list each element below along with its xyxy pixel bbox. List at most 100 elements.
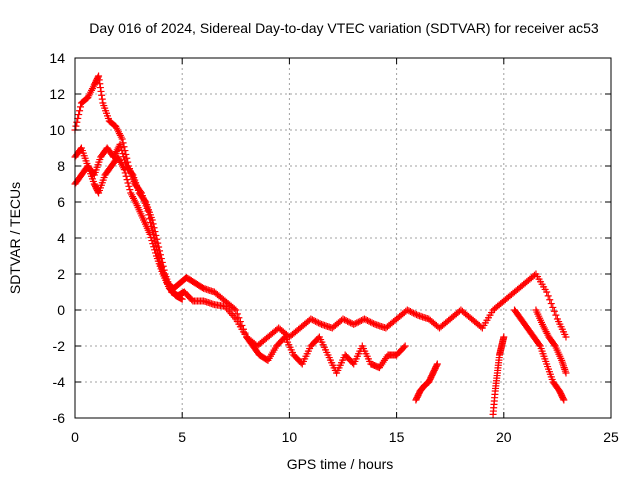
data-marks — [71, 72, 570, 418]
data-point — [350, 320, 358, 328]
data-point — [77, 103, 85, 111]
data-point — [530, 271, 538, 279]
y-tick-label: 14 — [49, 50, 65, 66]
data-point — [347, 319, 355, 327]
data-point — [227, 310, 235, 318]
data-point — [153, 235, 161, 243]
series-track-2 — [71, 140, 409, 377]
data-point — [98, 95, 106, 103]
data-point — [117, 143, 125, 151]
data-point — [98, 91, 106, 99]
series-track-1 — [71, 72, 570, 350]
data-point — [367, 318, 375, 326]
data-point — [96, 80, 104, 88]
data-point — [477, 323, 485, 331]
data-point — [409, 309, 417, 317]
data-point — [544, 292, 552, 300]
data-point — [316, 320, 324, 328]
data-point — [345, 318, 353, 326]
data-point — [353, 319, 361, 327]
data-point — [229, 311, 237, 319]
data-point — [364, 317, 372, 325]
data-point — [97, 87, 105, 95]
data-point — [313, 318, 321, 326]
data-point — [178, 295, 186, 303]
y-tick-label: -6 — [53, 410, 66, 426]
data-point — [124, 179, 132, 187]
data-point — [400, 343, 408, 351]
data-point — [307, 315, 315, 323]
data-point — [123, 176, 131, 184]
data-point — [151, 228, 159, 236]
data-point — [149, 240, 157, 248]
chart-title: Day 016 of 2024, Sidereal Day-to-day VTE… — [89, 20, 599, 36]
data-point — [156, 247, 164, 255]
data-point — [342, 317, 350, 325]
data-point — [406, 308, 414, 316]
data-point — [314, 319, 322, 327]
data-point — [150, 224, 158, 232]
data-point — [351, 320, 359, 328]
data-point — [559, 395, 567, 403]
data-point — [126, 186, 134, 194]
series-track-5 — [489, 333, 508, 418]
y-tick-label: -4 — [53, 374, 66, 390]
data-point — [75, 111, 83, 119]
y-tick-label: 4 — [57, 230, 65, 246]
data-point — [357, 317, 365, 325]
data-point — [308, 316, 316, 324]
data-point — [311, 317, 319, 325]
data-point — [560, 362, 568, 370]
data-point — [411, 310, 419, 318]
data-point — [403, 306, 411, 314]
data-point — [94, 188, 102, 196]
data-point — [121, 169, 129, 177]
y-tick-label: 10 — [49, 122, 65, 138]
y-tick-label: 0 — [57, 302, 65, 318]
data-point — [128, 170, 136, 178]
x-tick-label: 10 — [282, 429, 298, 445]
data-point — [356, 317, 364, 325]
data-point — [433, 361, 441, 369]
data-point — [562, 369, 570, 377]
y-tick-label: 2 — [57, 266, 65, 282]
data-point — [141, 197, 149, 205]
data-point — [543, 288, 551, 296]
data-point — [310, 317, 318, 325]
data-point — [550, 307, 558, 315]
data-point — [120, 166, 128, 174]
y-tick-label: 6 — [57, 194, 65, 210]
data-point — [72, 122, 80, 130]
data-point — [230, 305, 238, 313]
data-point — [560, 396, 568, 404]
data-point — [546, 296, 554, 304]
data-point — [150, 243, 158, 251]
data-point — [147, 233, 155, 241]
data-point — [413, 311, 421, 319]
data-point — [368, 319, 376, 327]
data-point — [560, 364, 568, 372]
data-point — [500, 333, 508, 341]
data-point — [95, 72, 103, 80]
series-track-6 — [511, 306, 568, 404]
data-point — [401, 342, 409, 350]
data-point — [344, 317, 352, 325]
data-point — [232, 306, 240, 314]
data-point — [96, 84, 104, 92]
data-point — [149, 220, 157, 228]
data-point — [95, 76, 103, 84]
x-tick-label: 5 — [178, 429, 186, 445]
series-track-7 — [532, 306, 570, 377]
data-point — [561, 367, 569, 375]
data-point — [354, 318, 362, 326]
data-point — [339, 315, 347, 323]
data-point — [433, 360, 441, 368]
data-point — [535, 341, 543, 349]
data-point — [360, 315, 368, 323]
data-point — [158, 258, 166, 266]
data-point — [547, 300, 555, 308]
x-axis-ticks: 0 5 10 15 20 25 — [71, 58, 619, 445]
data-point — [408, 308, 416, 316]
data-point — [365, 317, 373, 325]
y-axis-ticks: -6 -4 -2 0 2 4 6 8 10 12 14 — [49, 50, 611, 426]
